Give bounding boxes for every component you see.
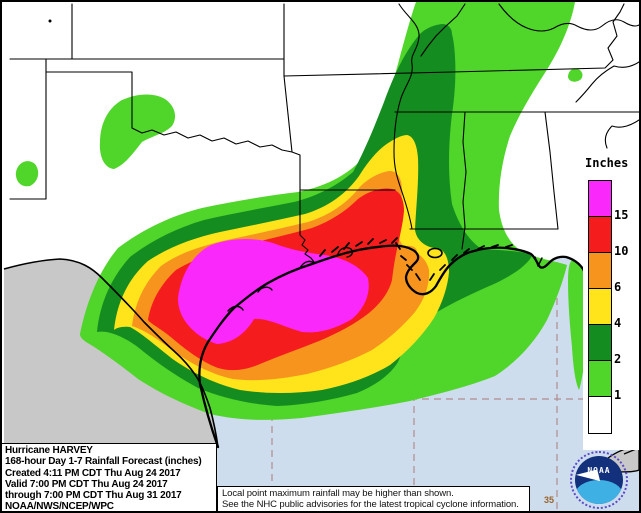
agency-credit: NOAA/NWS/NCEP/WPC (5, 501, 114, 513)
noaa-logo-dotted-ring (570, 451, 628, 509)
legend-swatch-1-2 (589, 361, 611, 397)
disclaimer-line-2: See the NHC public advisories for the la… (222, 499, 519, 510)
noaa-logo-wave (575, 480, 623, 504)
city-dot (48, 19, 52, 23)
disclaimer-line-1: Local point maximum rainfall may be high… (222, 488, 454, 499)
legend-label-4: 4 (614, 316, 622, 330)
legend-swatch-10-15 (589, 217, 611, 253)
red-river-border (131, 127, 293, 153)
legend-swatch-4-6 (589, 289, 611, 325)
legend-swatch-2-4 (589, 325, 611, 361)
forecast-type: 168-hour Day 1-7 Rainfall Forecast (inch… (5, 456, 202, 468)
legend-swatch-lt1 (589, 397, 611, 433)
mississippi-river-border (393, 3, 420, 230)
legend-swatch-gt15 (589, 181, 611, 217)
legend-title: Inches (585, 156, 629, 170)
legend-swatch-6-10 (589, 253, 611, 289)
legend-label-1: 1 (614, 388, 622, 402)
legend-label-6: 6 (614, 280, 622, 294)
grid-coordinate-label: 35 (544, 495, 555, 505)
legend-colorbar (588, 180, 612, 434)
lake-pontchartrain (427, 247, 443, 259)
noaa-logo-text: NOAA (587, 466, 611, 475)
legend-label-15: 15 (614, 208, 629, 222)
legend-label-2: 2 (614, 352, 622, 366)
noaa-logo: NOAA (569, 450, 629, 510)
forecast-info-box: Hurricane HARVEY 168-hour Day 1-7 Rainfa… (2, 443, 217, 513)
contour-1in-blob-northeast (568, 68, 583, 82)
rio-grande-border (3, 258, 219, 448)
through-time: through 7:00 PM CDT Thu Aug 31 2017 (5, 490, 182, 502)
rainfall-legend: Inches 15 10 6 4 2 1 (583, 150, 639, 450)
created-time: Created 4:11 PM CDT Thu Aug 24 2017 (5, 467, 181, 479)
state-boundaries (9, 3, 639, 263)
noaa-logo-disc: NOAA (575, 456, 623, 504)
marsh-detail (319, 237, 513, 281)
legend-label-10: 10 (614, 244, 629, 258)
storm-name: Hurricane HARVEY (5, 445, 93, 456)
contour-1in-blob-redriver (99, 94, 176, 169)
contour-1in-blob-west (15, 161, 39, 187)
gulf-coastline (198, 237, 593, 449)
valid-time: Valid 7:00 PM CDT Thu Aug 24 2017 (5, 478, 168, 490)
disclaimer-note-box: Local point maximum rainfall may be high… (217, 486, 530, 511)
